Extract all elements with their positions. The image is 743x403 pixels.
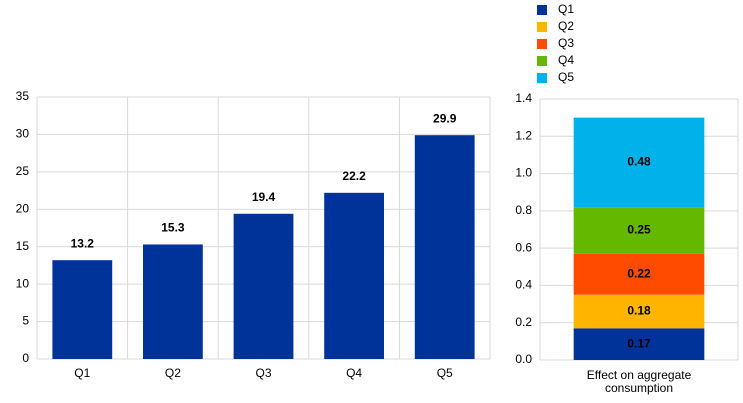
y-tick-label: 5 [22,314,29,328]
y-tick-label: 0.6 [515,240,532,254]
data-label: 0.48 [627,155,651,169]
legend-label: Q3 [558,36,574,50]
legend-label: Q4 [558,53,574,67]
x-tick-label: Effect on aggregate consumption [586,368,692,395]
data-label: 15.3 [161,221,185,235]
y-tick-label: 0.4 [515,278,532,292]
y-tick-label: 35 [16,89,30,103]
data-label: 0.18 [627,304,651,318]
legend-label: Q2 [558,19,574,33]
bar-segment [573,207,705,254]
bar-segment [573,117,705,208]
bar [414,135,475,359]
y-tick-label: 10 [16,276,30,290]
bar [324,192,384,359]
bar-segment [573,294,705,329]
y-tick-label: 30 [16,127,30,141]
legend-swatch [537,39,547,49]
legend-label: Q1 [558,2,574,16]
bar-segment [573,328,705,360]
data-label: 29.9 [433,111,457,125]
data-label: 22.2 [342,169,366,183]
bar-segment [573,253,705,295]
x-tick-label: Q1 [74,366,90,380]
x-tick-label: Q4 [346,366,362,380]
legend-swatch [537,22,547,32]
y-tick-label: 0 [22,351,29,365]
legend-swatch [537,5,547,15]
data-label: 13.2 [71,236,95,250]
data-label: 0.17 [627,336,651,350]
legend-swatch [537,73,547,83]
y-tick-label: 0.2 [515,315,532,329]
legend-label: Q5 [558,70,574,84]
x-tick-label: Q2 [165,366,181,380]
y-tick-label: 1.4 [515,91,532,105]
x-tick-label: Q5 [437,366,453,380]
y-tick-label: 1.2 [515,128,532,142]
bar [52,260,113,359]
data-label: 19.4 [252,190,276,204]
y-tick-label: 1.0 [515,166,532,180]
y-tick-label: 25 [16,164,30,178]
data-label: 0.22 [627,266,651,280]
y-tick-label: 0.8 [515,203,532,217]
y-tick-label: 15 [16,239,30,253]
x-tick-label: Q3 [255,366,271,380]
y-tick-label: 0.0 [515,352,532,366]
bar [233,213,294,359]
legend-swatch [537,56,547,66]
bar [143,244,203,359]
data-label: 0.25 [627,223,651,237]
y-tick-label: 20 [16,201,30,215]
